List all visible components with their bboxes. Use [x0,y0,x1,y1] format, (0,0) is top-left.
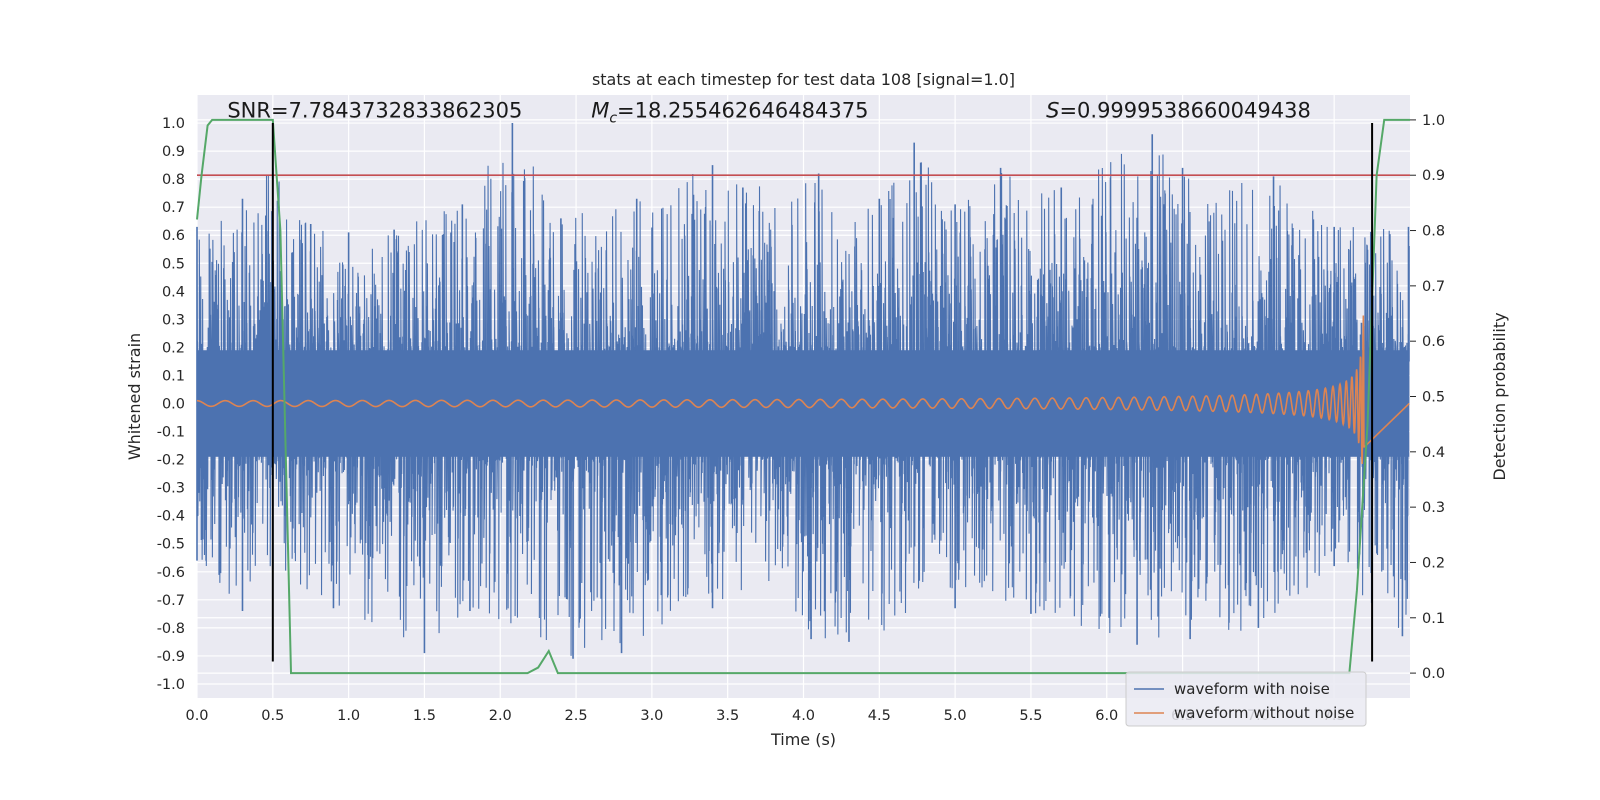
y-tick-label: 1.0 [162,116,185,132]
legend-label-noise: waveform with noise [1174,680,1330,698]
y-tick-label: 0.2 [162,340,185,356]
y2-axis-label: Detection probability [1490,312,1509,480]
y2-tick-label: 0.0 [1422,666,1445,682]
chirp-mass-symbol: M [591,98,609,122]
y2-tick-label: 0.8 [1422,224,1445,240]
y-tick-label: 0.7 [162,200,185,216]
x-tick-label: 3.0 [640,708,663,724]
chirp-mass-value: =18.255462646484375 [617,98,868,122]
series-layer [196,118,1410,675]
x-tick-label: 6.0 [1095,708,1118,724]
x-tick-label: 2.5 [565,708,588,724]
x-tick-label: 5.5 [1019,708,1042,724]
x-tick-label: 1.0 [337,708,360,724]
x-tick-label: 0.0 [185,708,208,724]
y-tick-label: 0.5 [162,256,185,272]
score-value: =0.9999538660049438 [1059,98,1310,122]
x-tick-label: 2.0 [489,708,512,724]
chirp-mass-annotation: Mc=18.255462646484375 [591,98,868,126]
chirp-mass-subscript: c [609,110,617,126]
legend-label-no-noise: waveform without noise [1174,704,1354,722]
y2-tick-label: 0.3 [1422,500,1445,516]
x-tick-label: 1.5 [413,708,436,724]
y-tick-label: 0.1 [162,368,185,384]
x-tick-label: 4.0 [792,708,815,724]
y-tick-label: -0.3 [157,481,185,497]
snr-annotation: SNR=7.7843732833862305 [227,98,522,122]
y-tick-label: -0.4 [157,509,185,525]
x-tick-label: 3.5 [716,708,739,724]
x-tick-label: 5.0 [944,708,967,724]
x-tick-label: 4.5 [868,708,891,724]
legend-box [1125,671,1367,727]
chart-title: stats at each timestep for test data 108… [592,70,1015,89]
score-symbol: S [1046,98,1059,122]
legend: waveform with noise waveform without noi… [1125,671,1367,727]
y-tick-label: 0.0 [162,397,185,413]
score-annotation: S=0.9999538660049438 [1046,98,1311,122]
x-tick-label: 0.5 [261,708,284,724]
y-tick-label: -0.1 [157,425,185,441]
series-waveform-with-noise-band [197,350,1410,457]
y2-tick-label: 0.6 [1422,334,1445,350]
y-axis-label: Whitened strain [125,333,144,460]
y2-tick-label: 0.1 [1422,611,1445,627]
y-tick-label: -0.6 [157,565,185,581]
y-tick-label: -0.2 [157,453,185,469]
y-tick-label: -0.5 [157,537,185,553]
y-tick-label: -0.8 [157,621,185,637]
y-tick-label: -0.7 [157,593,185,609]
y-tick-label: 0.6 [162,228,185,244]
y2-tick-label: 1.0 [1422,113,1445,129]
y-tick-label: -1.0 [157,677,185,693]
x-axis-label: Time (s) [770,730,836,749]
series-detection-probability [196,118,1410,675]
y2-tick-label: 0.9 [1422,168,1445,184]
y2-tick-label: 0.7 [1422,279,1445,295]
y2-tick-label: 0.4 [1422,445,1445,461]
y2-tick-label: 0.5 [1422,390,1445,406]
y-tick-label: 0.9 [162,144,185,160]
y-tick-label: 0.3 [162,312,185,328]
y2-tick-label: 0.2 [1422,555,1445,571]
y-tick-label: 0.8 [162,172,185,188]
y-tick-label: 0.4 [162,284,185,300]
y-tick-label: -0.9 [157,649,185,665]
series-waveform-without-noise [197,315,1410,464]
